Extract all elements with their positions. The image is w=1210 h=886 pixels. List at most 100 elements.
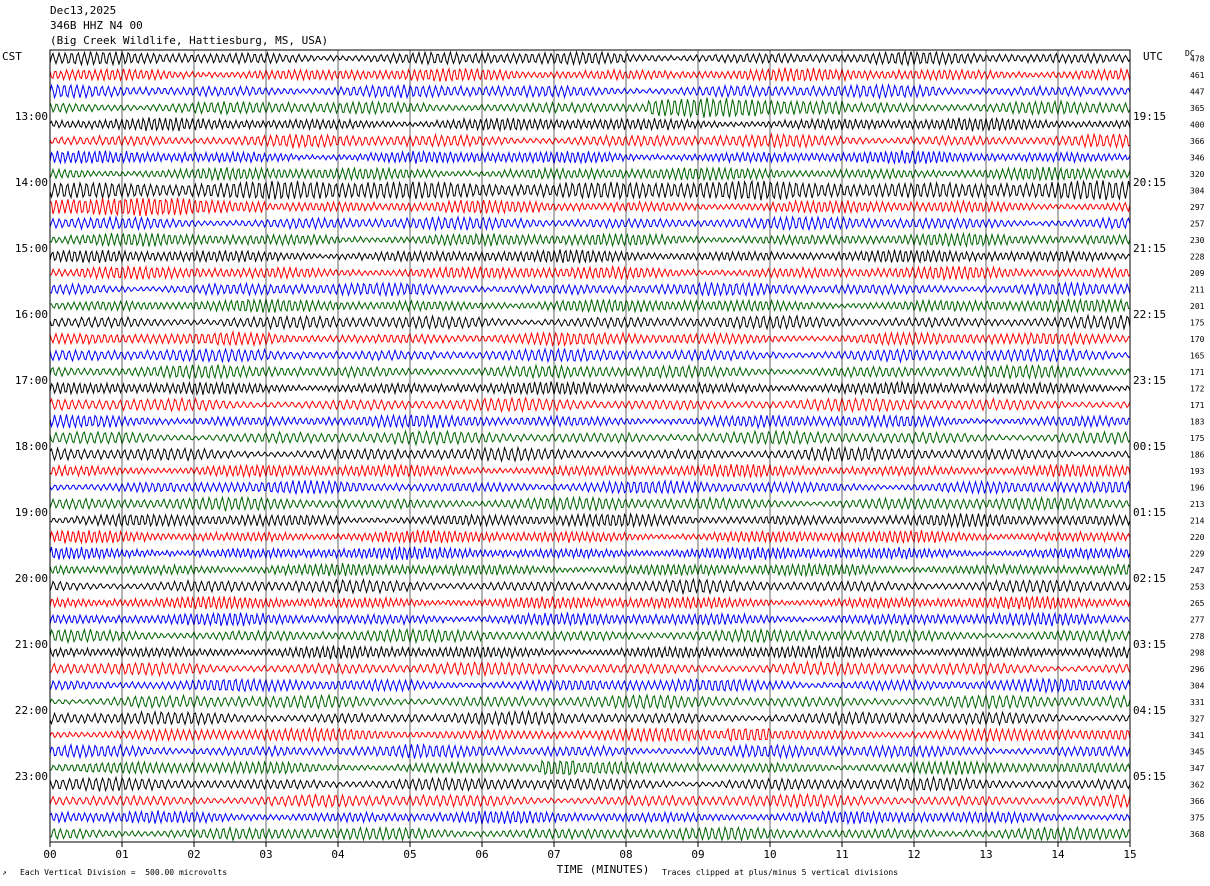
hour-label-left: 23:00 xyxy=(15,770,48,783)
dc-offset-label: 253 xyxy=(1190,582,1205,591)
trace-line xyxy=(49,347,1131,364)
dc-offset-label: 175 xyxy=(1190,318,1205,327)
trace-line xyxy=(49,149,1131,165)
dc-offset-label: 170 xyxy=(1190,335,1205,344)
hour-label-left: 14:00 xyxy=(15,176,48,189)
clip-note: Traces clipped at plus/minus 5 vertical … xyxy=(662,868,899,877)
dc-offset-label: 278 xyxy=(1190,632,1205,641)
trace-line xyxy=(49,463,1131,479)
x-axis-label: TIME (MINUTES) xyxy=(557,863,650,876)
left-timezone-label: CST xyxy=(2,50,22,63)
dc-offset-label: 220 xyxy=(1190,533,1205,542)
dc-offset-label: 193 xyxy=(1190,467,1205,476)
x-tick-label: 07 xyxy=(547,848,560,861)
dc-offset-label: 346 xyxy=(1190,153,1205,162)
trace-line xyxy=(49,577,1131,596)
dc-offset-label: 229 xyxy=(1190,549,1205,558)
x-tick-label: 04 xyxy=(331,848,345,861)
x-tick-label: 12 xyxy=(907,848,920,861)
right-timezone-label: UTC xyxy=(1143,50,1163,63)
dc-offset-label: 375 xyxy=(1190,813,1205,822)
trace-line xyxy=(49,396,1131,414)
trace-line xyxy=(49,562,1131,578)
dc-offset-label: 171 xyxy=(1190,368,1205,377)
trace-line xyxy=(49,660,1131,678)
x-tick-label: 05 xyxy=(403,848,416,861)
trace-line xyxy=(49,546,1131,561)
hour-label-left: 21:00 xyxy=(15,638,48,651)
dc-offset-label: 331 xyxy=(1190,698,1205,707)
trace-line xyxy=(49,529,1131,545)
trace-line xyxy=(49,429,1131,447)
trace-line xyxy=(49,264,1131,282)
x-tick-label: 09 xyxy=(691,848,704,861)
trace-line xyxy=(49,825,1131,843)
trace-line xyxy=(49,413,1131,430)
dc-offset-label: 165 xyxy=(1190,351,1205,360)
trace-line xyxy=(49,297,1131,314)
dc-offset-label: 196 xyxy=(1190,483,1205,492)
dc-offset-label: 175 xyxy=(1190,434,1205,443)
hour-label-right: 19:15 xyxy=(1133,110,1166,123)
trace-line xyxy=(49,97,1131,119)
hour-label-left: 17:00 xyxy=(15,374,48,387)
dc-offset-label: 228 xyxy=(1190,252,1205,261)
trace-line xyxy=(49,677,1131,695)
axis-labels: 00 01 02 03 04 05 06 07 08 09 10 11 12 13 14 15 478 461 44… xyxy=(15,54,1205,861)
dc-offset-label: 304 xyxy=(1190,186,1205,195)
dc-offset-label: 257 xyxy=(1190,219,1205,228)
x-tick-label: 11 xyxy=(835,848,848,861)
trace-line xyxy=(49,726,1131,744)
trace-line xyxy=(49,248,1131,264)
trace-line xyxy=(49,775,1131,793)
dc-offset-label: 320 xyxy=(1190,170,1205,179)
dc-offset-label: 265 xyxy=(1190,599,1205,608)
dc-offset-label: 211 xyxy=(1190,285,1205,294)
trace-line xyxy=(49,329,1131,348)
hour-label-left: 16:00 xyxy=(15,308,48,321)
header-location: (Big Creek Wildlife, Hattiesburg, MS, US… xyxy=(50,34,329,47)
dc-offset-label: 214 xyxy=(1190,516,1205,525)
hour-label-right: 21:15 xyxy=(1133,242,1166,255)
trace-line xyxy=(49,166,1131,182)
dc-offset-label: 209 xyxy=(1190,269,1205,278)
trace-line xyxy=(49,280,1131,298)
trace-line xyxy=(49,495,1131,512)
dc-offset-label: 247 xyxy=(1190,566,1205,575)
header-station: 346B HHZ N4 00 xyxy=(50,19,143,32)
dc-offset-label: 347 xyxy=(1190,764,1205,773)
trace-line xyxy=(49,231,1131,248)
trace-line xyxy=(49,809,1131,826)
dc-offset-label: 461 xyxy=(1190,71,1205,80)
trace-line xyxy=(49,512,1131,529)
dc-offset-label: 296 xyxy=(1190,665,1205,674)
plot-frame xyxy=(49,49,1131,843)
trace-line xyxy=(49,215,1131,232)
trace-line xyxy=(49,50,1131,67)
trace-line xyxy=(49,644,1131,660)
hour-label-left: 19:00 xyxy=(15,506,48,519)
dc-offset-label: 201 xyxy=(1190,302,1205,311)
x-tick-label: 03 xyxy=(259,848,272,861)
dc-offset-label: 447 xyxy=(1190,87,1205,96)
trace-line xyxy=(49,116,1131,133)
hour-label-left: 22:00 xyxy=(15,704,48,717)
dc-offset-label: 478 xyxy=(1190,54,1205,63)
trace-line xyxy=(49,759,1131,776)
hour-label-right: 01:15 xyxy=(1133,506,1166,519)
dc-offset-label: 366 xyxy=(1190,137,1205,146)
dc-offset-label: 341 xyxy=(1190,731,1205,740)
trace-line xyxy=(49,445,1131,463)
x-tick-label: 15 xyxy=(1123,848,1136,861)
dc-offset-label: 298 xyxy=(1190,648,1205,657)
trace-line xyxy=(49,132,1131,150)
trace-line xyxy=(49,197,1131,217)
dc-offset-label: 304 xyxy=(1190,681,1205,690)
trace-line xyxy=(49,611,1131,627)
trace-line xyxy=(49,627,1131,645)
dc-offset-label: 362 xyxy=(1190,780,1205,789)
trace-line xyxy=(49,693,1131,711)
dc-offset-label: 366 xyxy=(1190,797,1205,806)
trace-group xyxy=(49,50,1131,843)
hour-label-left: 18:00 xyxy=(15,440,48,453)
